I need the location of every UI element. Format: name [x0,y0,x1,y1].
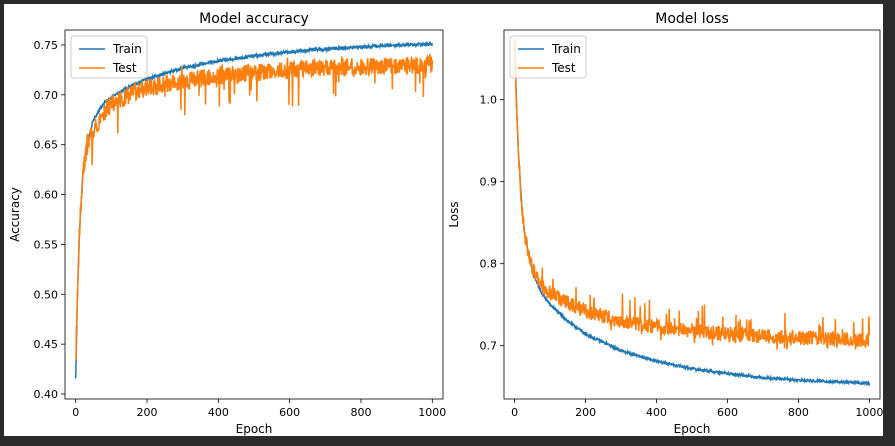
x-tick-label: 400 [646,406,667,419]
x-tick-label: 600 [279,406,300,419]
x-tick-label: 600 [717,406,738,419]
y-tick-label: 0.8 [480,258,498,271]
y-tick-label: 0.9 [480,176,498,189]
y-tick-label: 0.45 [34,338,59,351]
x-tick-label: 1000 [855,406,883,419]
loss-chart-title: Model loss [655,11,729,27]
x-tick-label: 0 [72,406,79,419]
y-tick-label: 0.7 [480,340,498,353]
legend-label-train: Train [112,42,142,56]
loss-series-train-line [513,41,871,387]
legend-label-test: Test [112,61,137,75]
x-tick-label: 200 [137,406,158,419]
loss-chart-ylabel: Loss [447,201,461,227]
x-tick-label: 800 [350,406,371,419]
y-tick-label: 0.75 [34,39,59,52]
x-tick-label: 800 [788,406,809,419]
accuracy-chart: Model accuracy Epoch Accuracy 0 200 400 600… [8,11,446,436]
x-tick-label: 400 [208,406,229,419]
y-tick-label: 0.50 [34,288,59,301]
plot-frame [503,29,881,400]
y-tick-label: 0.60 [34,189,59,202]
y-tick-label: 0.65 [34,139,59,152]
x-tick-label: 1000 [418,406,446,419]
loss-chart: Model loss Epoch Loss 0 200 400 600 800 1000 0… [447,11,883,436]
loss-series-test-line [513,38,871,350]
y-tick-label: 0.70 [34,89,59,102]
y-tick-label: 0.55 [34,238,59,251]
plot-frame [64,29,444,400]
accuracy-series-test-line [74,53,434,361]
y-tick-label: 0.40 [34,388,59,401]
x-tick-label: 200 [575,406,596,419]
y-tick-label: 1.0 [480,94,498,107]
x-tick-label: 0 [511,406,518,419]
accuracy-chart-ylabel: Accuracy [8,187,22,242]
chart-canvas: Model accuracy Epoch Accuracy 0 200 400 600… [8,11,883,436]
accuracy-chart-xlabel: Epoch [236,422,273,436]
legend-label-train: Train [551,42,581,56]
legend-label-test: Test [551,61,576,75]
loss-chart-xlabel: Epoch [674,422,711,436]
figure: Model accuracy Epoch Accuracy 0 200 400 600… [4,4,883,436]
accuracy-chart-title: Model accuracy [199,11,309,27]
